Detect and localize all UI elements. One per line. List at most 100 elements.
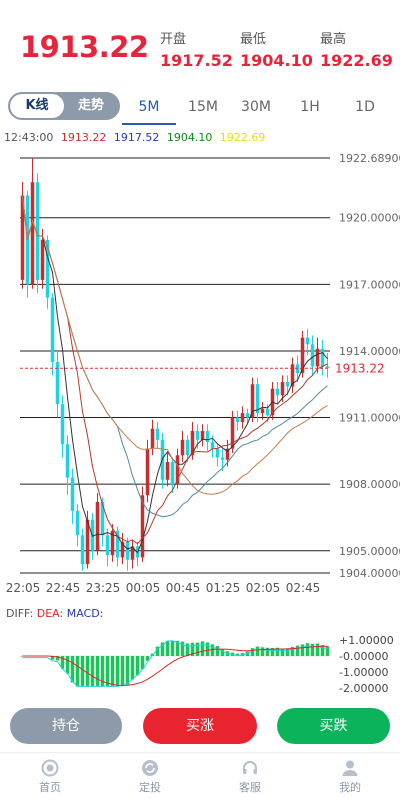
macd-bar bbox=[175, 640, 180, 656]
chart-mode-toggle: K线 走势 bbox=[8, 92, 120, 120]
candle-body bbox=[300, 337, 305, 374]
nav-mine[interactable]: 我的 bbox=[320, 759, 380, 795]
nav-support[interactable]: 客服 bbox=[220, 759, 280, 795]
macd-bar bbox=[220, 648, 225, 656]
macd-bar bbox=[55, 656, 60, 661]
candle-body bbox=[185, 439, 190, 456]
macd-bar bbox=[130, 656, 135, 680]
kline-tab[interactable]: K线 bbox=[10, 94, 64, 118]
candle-body bbox=[250, 384, 255, 418]
low-value: 1904.10 bbox=[240, 51, 313, 70]
buy-up-button[interactable]: 买涨 bbox=[143, 708, 257, 744]
nav-home-label: 首页 bbox=[39, 781, 61, 794]
chart-tabbar: K线 走势 5M 15M 30M 1H 1D bbox=[0, 90, 400, 126]
candle-body bbox=[205, 430, 210, 442]
macd-bar bbox=[260, 647, 265, 656]
candle-body bbox=[280, 382, 285, 396]
candle-body bbox=[75, 510, 80, 536]
macd-bar bbox=[265, 647, 270, 656]
candle-body bbox=[165, 461, 170, 480]
x-axis-label: 00:05 bbox=[126, 581, 161, 595]
macd-bar bbox=[100, 656, 105, 687]
trend-tab[interactable]: 走势 bbox=[77, 98, 104, 113]
y-axis-label: 1905.00000 bbox=[339, 545, 400, 558]
candle-body bbox=[110, 530, 115, 556]
macd-bar bbox=[195, 642, 200, 656]
candle-body bbox=[85, 519, 90, 565]
candlestick-chart[interactable]: 1922.68900 1920.00000 1917.00000 1914.00000… bbox=[0, 145, 400, 600]
candle-body bbox=[235, 417, 240, 423]
macd-axis-label: -0.00000 bbox=[339, 650, 388, 663]
candle-body bbox=[265, 408, 270, 416]
macd-bar bbox=[250, 648, 255, 656]
candle-body bbox=[45, 239, 50, 298]
macd-bar bbox=[190, 642, 195, 656]
macd-bar bbox=[110, 656, 115, 687]
candle-body bbox=[170, 461, 175, 485]
candle-body bbox=[305, 337, 310, 345]
current-price: 1913.22 bbox=[20, 30, 149, 64]
nav-invest[interactable]: 定投 bbox=[120, 759, 180, 795]
candle-body bbox=[145, 448, 150, 496]
y-axis-label: 1917.00000 bbox=[339, 278, 400, 291]
macd-axis-label: -1.00000 bbox=[339, 666, 388, 679]
macd-bar bbox=[325, 646, 330, 656]
invest-icon bbox=[142, 760, 158, 776]
macd-bar bbox=[135, 656, 140, 676]
macd-bar bbox=[80, 656, 85, 687]
bottom-nav: 首页 定投 客服 我的 bbox=[0, 752, 400, 799]
macd-bar bbox=[185, 643, 190, 656]
tab-30m[interactable]: 30M bbox=[241, 99, 271, 115]
macd-dea-line bbox=[22, 645, 328, 686]
candle-body bbox=[325, 366, 330, 369]
y-axis-label: 1914.00000 bbox=[339, 345, 400, 358]
x-axis-label: 22:45 bbox=[46, 581, 81, 595]
candle-body bbox=[100, 501, 105, 536]
candle-body bbox=[320, 348, 325, 367]
x-axis-label: 00:45 bbox=[166, 581, 201, 595]
quote-header: 1913.22 开盘 1917.52 最低 1904.10 最高 1922.69 bbox=[0, 0, 400, 90]
buy-down-button[interactable]: 买跌 bbox=[277, 708, 390, 744]
macd-bar bbox=[105, 656, 110, 687]
macd-axis-label: +1.00000 bbox=[339, 634, 394, 647]
user-icon bbox=[342, 760, 358, 776]
nav-home[interactable]: 首页 bbox=[20, 759, 80, 795]
candle-body bbox=[245, 413, 250, 418]
macd-chart: +1.00000 -0.00000 -1.00000 -2.00000 bbox=[20, 634, 394, 695]
current-price-tag: 1913.22 bbox=[335, 361, 385, 375]
macd-bar bbox=[115, 656, 120, 687]
macd-bar bbox=[85, 656, 90, 687]
ma-line bbox=[22, 195, 328, 545]
candle-body bbox=[30, 182, 35, 285]
low-stat: 最低 1904.10 bbox=[240, 28, 313, 70]
candle-body bbox=[200, 430, 205, 440]
macd-bar bbox=[60, 656, 65, 669]
candle-body bbox=[150, 428, 155, 449]
candle-body bbox=[65, 444, 70, 478]
candle-body bbox=[230, 417, 235, 449]
y-axis-label: 1904.00000 bbox=[339, 567, 400, 580]
hold-button[interactable]: 持仓 bbox=[10, 708, 122, 744]
y-axis-label: 1920.00000 bbox=[339, 212, 400, 225]
home-icon bbox=[41, 759, 59, 777]
tab-1d[interactable]: 1D bbox=[355, 99, 375, 115]
candle-body bbox=[125, 541, 130, 560]
tab-5m[interactable]: 5M bbox=[138, 99, 160, 115]
open-stat: 开盘 1917.52 bbox=[160, 28, 233, 70]
macd-bar bbox=[165, 640, 170, 656]
macd-bar bbox=[235, 653, 240, 656]
tab-1h[interactable]: 1H bbox=[300, 99, 320, 115]
candle-body bbox=[240, 413, 245, 423]
candle-body bbox=[190, 430, 195, 456]
candle-body bbox=[20, 195, 25, 280]
candle-body bbox=[255, 384, 260, 414]
macd-bar bbox=[205, 642, 210, 656]
macd-bar bbox=[180, 641, 185, 656]
tab-15m[interactable]: 15M bbox=[188, 99, 218, 115]
candle-body bbox=[95, 501, 100, 551]
legend-low: 1904.10 bbox=[166, 131, 213, 144]
legend-close: 1913.22 bbox=[60, 131, 107, 144]
macd-macd-label: MACD: bbox=[66, 607, 104, 620]
macd-bar bbox=[125, 656, 130, 685]
ma-line bbox=[22, 195, 328, 554]
